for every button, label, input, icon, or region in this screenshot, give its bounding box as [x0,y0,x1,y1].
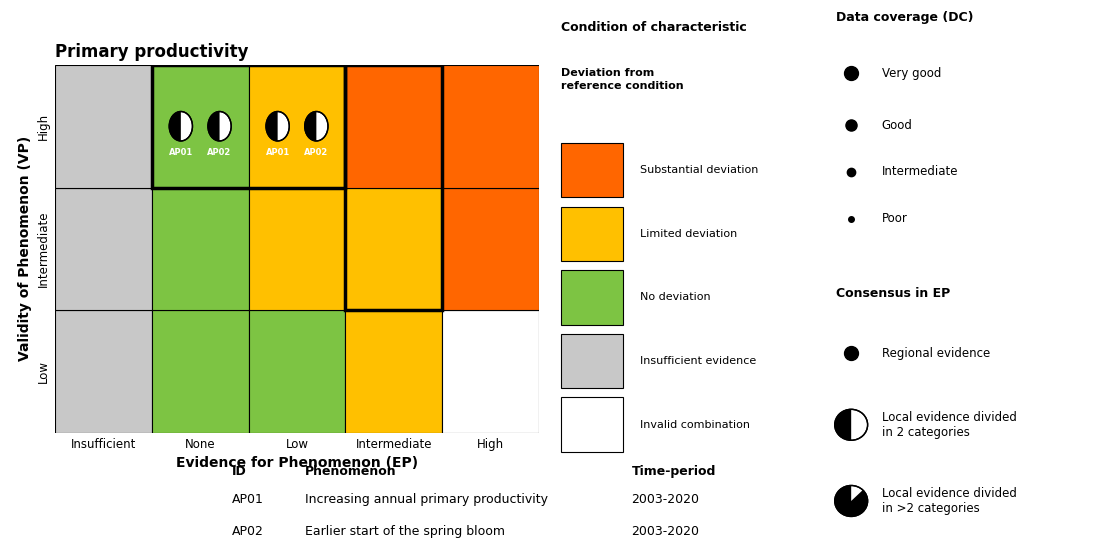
Wedge shape [169,111,180,141]
Text: Consensus in EP: Consensus in EP [836,287,950,300]
Text: Good: Good [881,118,912,131]
Circle shape [266,111,289,141]
Text: 2003-2020: 2003-2020 [631,525,700,538]
Text: Invalid combination: Invalid combination [640,419,750,430]
FancyBboxPatch shape [561,207,623,261]
Bar [152,65,345,188]
Bar [55,310,152,433]
Text: Very good: Very good [881,67,940,80]
Text: Earlier start of the spring bloom: Earlier start of the spring bloom [305,525,505,538]
Bar [152,65,249,188]
Text: ID: ID [232,465,246,478]
Text: No deviation: No deviation [640,293,711,302]
Y-axis label: Validity of Phenomenon (VP): Validity of Phenomenon (VP) [18,136,32,361]
FancyBboxPatch shape [561,398,623,452]
Text: Insufficient evidence: Insufficient evidence [640,356,757,366]
Text: Poor: Poor [881,212,907,225]
FancyBboxPatch shape [561,143,623,197]
Wedge shape [305,111,317,141]
Text: AP01: AP01 [168,148,192,157]
Bar [442,65,539,188]
Text: Data coverage (DC): Data coverage (DC) [836,11,974,24]
Circle shape [305,111,328,141]
Text: Limited deviation: Limited deviation [640,229,737,239]
Text: Intermediate: Intermediate [881,166,958,179]
Wedge shape [835,485,868,517]
Text: AP02: AP02 [305,148,329,157]
Text: AP02: AP02 [232,525,264,538]
Bar [345,65,442,310]
Bar [249,310,345,433]
Bar [55,65,152,188]
Bar [345,310,442,433]
Bar [442,188,539,310]
Wedge shape [266,111,277,141]
Circle shape [835,485,868,517]
Bar [152,188,249,310]
X-axis label: Evidence for Phenomenon (EP): Evidence for Phenomenon (EP) [176,456,418,470]
Bar [249,188,345,310]
Bar [442,310,539,433]
Text: 2003-2020: 2003-2020 [631,493,700,506]
Wedge shape [835,410,851,440]
Bar [345,65,442,188]
Text: Substantial deviation: Substantial deviation [640,166,759,175]
Text: Primary productivity: Primary productivity [55,43,249,61]
Text: Increasing annual primary productivity: Increasing annual primary productivity [305,493,548,506]
Bar [55,188,152,310]
Text: Local evidence divided
in 2 categories: Local evidence divided in 2 categories [881,411,1016,439]
Text: Condition of characteristic: Condition of characteristic [561,21,747,34]
FancyBboxPatch shape [561,334,623,388]
Bar [152,310,249,433]
Text: Regional evidence: Regional evidence [881,347,990,360]
Bar [249,65,345,188]
Text: Phenomenon: Phenomenon [305,465,396,478]
Text: Deviation from
reference condition: Deviation from reference condition [561,68,683,91]
Text: AP01: AP01 [232,493,264,506]
Text: AP02: AP02 [208,148,232,157]
Bar [345,188,442,310]
Circle shape [835,410,868,440]
Text: Time-period: Time-period [631,465,716,478]
Circle shape [169,111,192,141]
Text: Local evidence divided
in >2 categories: Local evidence divided in >2 categories [881,487,1016,515]
Circle shape [208,111,231,141]
Text: AP01: AP01 [265,148,289,157]
FancyBboxPatch shape [561,270,623,325]
Wedge shape [208,111,220,141]
